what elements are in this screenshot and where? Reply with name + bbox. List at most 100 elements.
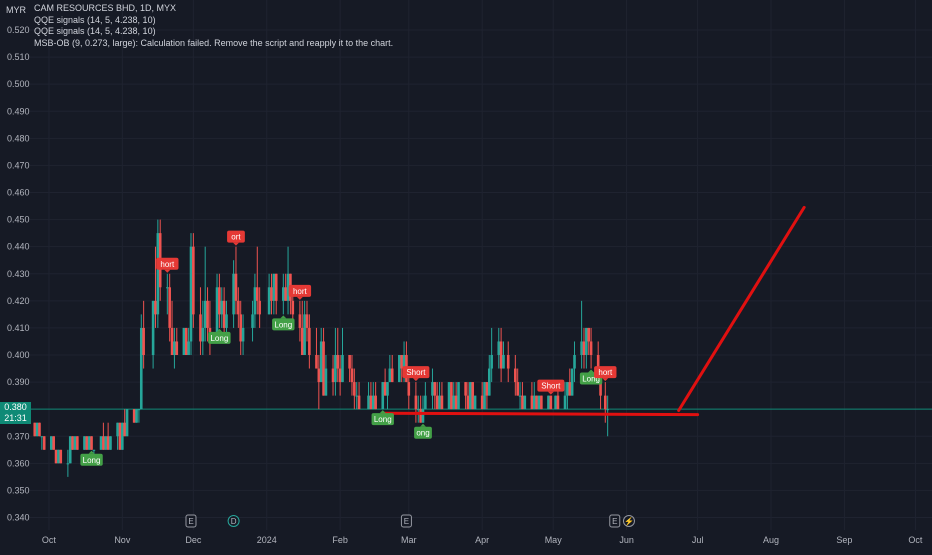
- candle-body: [452, 395, 456, 410]
- candle-body: [516, 382, 519, 396]
- event-marker-label: E: [404, 517, 409, 526]
- candle-body: [599, 382, 602, 396]
- candle-body: [154, 300, 157, 315]
- candle-body: [184, 327, 188, 355]
- x-tick-label: 2024: [257, 535, 277, 545]
- candle-body: [206, 300, 209, 328]
- candle-body: [99, 436, 103, 450]
- candle-body: [369, 395, 373, 410]
- candle-body: [398, 355, 401, 383]
- candle-body: [466, 395, 470, 410]
- candle-body: [367, 395, 370, 410]
- candle-body: [139, 327, 143, 410]
- y-tick-label: 0.480: [7, 133, 30, 143]
- x-tick-label: May: [545, 535, 563, 545]
- candle-body: [225, 314, 228, 328]
- candle-body: [435, 395, 439, 410]
- event-marker-label: E: [612, 517, 617, 526]
- candle-body: [121, 422, 124, 450]
- x-tick-label: Aug: [763, 535, 779, 545]
- candle-body: [499, 341, 503, 369]
- candle-body: [319, 341, 323, 383]
- candle-body: [42, 436, 46, 450]
- candle-body: [338, 368, 342, 383]
- candle-body: [407, 382, 411, 396]
- indicator-msb-ob-error[interactable]: MSB-OB (9, 0.273, large): Calculation fa…: [34, 37, 394, 48]
- candle-body: [568, 382, 572, 396]
- candle-body: [563, 395, 567, 410]
- symbol-title[interactable]: CAM RESOURCES BHD, 1D, MYX: [34, 3, 177, 13]
- candle-body: [518, 395, 522, 397]
- candle-body: [580, 341, 583, 355]
- candle-body: [315, 355, 318, 369]
- y-tick-label: 0.470: [7, 160, 30, 170]
- signal-short-box: [537, 379, 565, 392]
- y-tick-label: 0.440: [7, 242, 30, 252]
- candle-body: [331, 368, 335, 383]
- candle-body: [182, 327, 186, 355]
- indicator-qqe-1[interactable]: QQE signals (14, 5, 4.238, 10): [34, 14, 156, 25]
- candle-body: [603, 395, 607, 410]
- candle-body: [303, 314, 306, 355]
- candle-body: [234, 273, 238, 301]
- candle-body: [255, 287, 259, 301]
- signal-long-label: ong: [416, 429, 429, 438]
- candle-body: [334, 355, 337, 383]
- y-tick-label: 0.410: [7, 323, 30, 333]
- candle-body: [506, 355, 510, 369]
- signal-long-box: [272, 318, 295, 331]
- candle-body: [535, 395, 538, 410]
- candle-body: [291, 300, 295, 315]
- candle-body: [424, 395, 427, 410]
- signal-long-pointer: [379, 410, 386, 414]
- signal-short-pointer: [296, 296, 303, 300]
- signal-short-label: Short: [541, 382, 561, 391]
- candle-body: [92, 449, 96, 451]
- x-tick-label: Apr: [475, 535, 489, 545]
- candle-body: [87, 436, 91, 450]
- candle-body: [123, 422, 126, 437]
- candle-body: [556, 395, 560, 410]
- indicator-qqe-2[interactable]: QQE signals (14, 5, 4.238, 10): [34, 26, 156, 36]
- signal-long-box: [414, 426, 432, 439]
- x-tick-label: Jun: [619, 535, 634, 545]
- y-tick-label: 0.430: [7, 269, 30, 279]
- x-tick-label: Oct: [908, 535, 923, 545]
- candle-body: [485, 382, 489, 396]
- candle-body: [68, 436, 72, 464]
- event-marker: [185, 514, 197, 528]
- candle-body: [142, 327, 145, 355]
- candle-body: [457, 382, 460, 410]
- candle-body: [166, 287, 169, 289]
- candle-body: [38, 422, 41, 437]
- signal-long-pointer: [88, 450, 95, 454]
- signal-short-box: [227, 230, 245, 243]
- candle-body: [480, 395, 484, 410]
- candle-body: [348, 355, 351, 369]
- signal-long-pointer: [216, 328, 223, 332]
- signal-short-box: [156, 257, 179, 270]
- candle-body: [308, 327, 311, 355]
- candle-body: [487, 368, 491, 396]
- candle-body: [606, 409, 609, 411]
- candle-body: [341, 355, 344, 383]
- candle-body: [50, 436, 53, 450]
- x-tick-label: Nov: [114, 535, 131, 545]
- candle-body: [282, 287, 285, 301]
- signal-short-pointer: [547, 391, 554, 395]
- candle-body: [187, 341, 190, 355]
- candle-body: [104, 436, 108, 450]
- candle-body: [416, 409, 420, 411]
- signal-short-label: ort: [231, 233, 241, 242]
- candle-body: [168, 287, 171, 328]
- candle-body: [201, 327, 205, 342]
- candle-body: [300, 327, 304, 355]
- candle-body: [431, 382, 434, 396]
- candle-body: [570, 368, 574, 396]
- candle-body: [523, 395, 527, 410]
- candle-body: [54, 449, 58, 464]
- candle-body: [350, 368, 354, 383]
- x-tick-label: Oct: [42, 535, 57, 545]
